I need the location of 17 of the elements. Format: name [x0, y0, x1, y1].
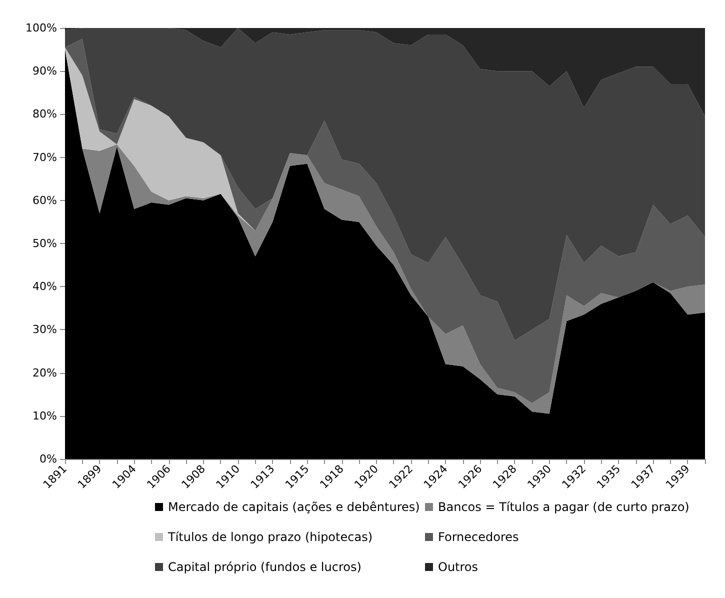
y-tick-label: 100%: [26, 22, 57, 34]
y-tick-label: 90%: [32, 64, 57, 78]
y-tick-label: 30%: [32, 323, 57, 336]
y-tick-label: 40%: [32, 280, 57, 294]
y-tick-label: 80%: [32, 108, 57, 121]
y-tick-label: 60%: [32, 194, 57, 207]
legend-label: Outros: [438, 560, 478, 574]
legend-label: Capital próprio (fundos e lucros): [168, 560, 362, 574]
y-tick-label: 70%: [32, 150, 57, 164]
legend-label: Bancos = Títulos a pagar (de curto prazo): [438, 500, 690, 514]
y-tick-label: 10%: [32, 409, 57, 422]
y-tick-label: 50%: [32, 237, 57, 250]
y-tick-label: 0%: [40, 452, 57, 466]
legend-label: Títulos de longo prazo (hipotecas): [167, 530, 372, 544]
legend-label: Mercado de capitais (ações e debêntures): [168, 500, 420, 514]
legend-label: Fornecedores: [438, 530, 519, 544]
y-tick-label: 20%: [32, 366, 57, 380]
